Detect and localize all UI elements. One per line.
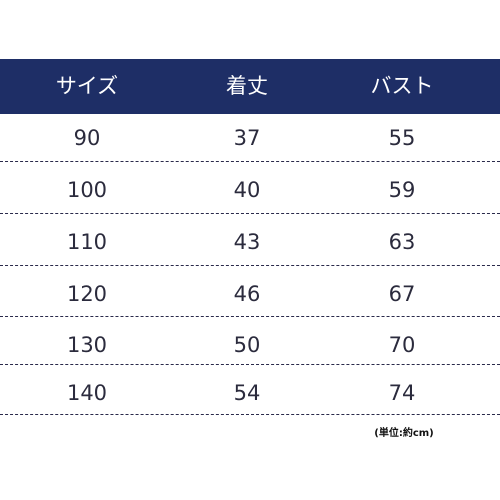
table-row: 100 40 59 (0, 166, 500, 218)
table-row: 110 43 63 (0, 218, 500, 270)
cell-length: 43 (233, 230, 261, 254)
cell-length: 54 (233, 381, 261, 405)
cell-size: 90 (73, 126, 101, 150)
cell-length: 50 (233, 333, 261, 357)
cell-bust: 63 (388, 230, 416, 254)
cell-size: 140 (66, 381, 108, 405)
cell-bust: 59 (388, 178, 416, 202)
cell-bust: 55 (388, 126, 416, 150)
cell-size: 100 (66, 178, 108, 202)
row-divider (0, 316, 500, 317)
row-divider (0, 213, 500, 214)
cell-length: 40 (233, 178, 261, 202)
cell-size: 130 (66, 333, 108, 357)
unit-note: (単位:約cm) (374, 428, 434, 439)
header-size: サイズ (55, 74, 119, 98)
row-divider (0, 414, 500, 415)
row-divider (0, 161, 500, 162)
header-bust: バスト (370, 74, 434, 98)
cell-bust: 70 (388, 333, 416, 357)
cell-length: 46 (233, 282, 261, 306)
cell-length: 37 (233, 126, 261, 150)
table-row: 90 37 55 (0, 114, 500, 166)
row-divider (0, 364, 500, 365)
table-header: サイズ 着丈 バスト (0, 59, 500, 114)
table-row: 130 50 70 (0, 321, 500, 373)
cell-size: 120 (66, 282, 108, 306)
header-length: 着丈 (226, 74, 268, 98)
cell-bust: 67 (388, 282, 416, 306)
table-row: 120 46 67 (0, 270, 500, 322)
row-divider (0, 265, 500, 266)
cell-size: 110 (66, 230, 108, 254)
cell-bust: 74 (388, 381, 416, 405)
table-row: 140 54 74 (0, 369, 500, 421)
